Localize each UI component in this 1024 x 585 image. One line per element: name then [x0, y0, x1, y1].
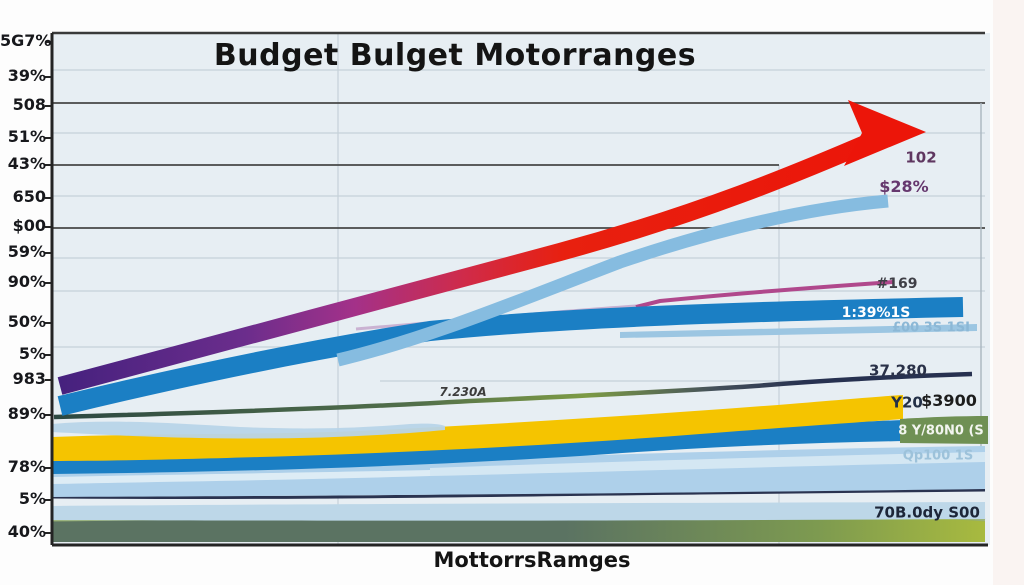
data-label: 102: [905, 148, 937, 167]
x-axis-label: MottorrsRamges: [433, 548, 631, 572]
y-tick-label: 78%: [7, 457, 46, 476]
y-tick-label: 59%: [7, 242, 46, 261]
teal-olive-navy-line: [53, 371, 973, 420]
data-label: 1:39%1S: [841, 305, 911, 321]
right-margin: [993, 0, 1024, 585]
y-tick-label: 5%: [18, 489, 46, 508]
y-axis-ticks: [45, 41, 53, 534]
y-tick-label: 90%: [7, 272, 46, 291]
y-tick-label: 40%: [7, 522, 46, 541]
data-label: 70B.0dy S00: [874, 503, 980, 522]
y-tick-label: 50%: [7, 312, 46, 331]
data-label: $3900: [921, 391, 977, 410]
red-arrowhead: [844, 100, 926, 166]
data-label: Qp100 1S: [902, 448, 974, 464]
y-tick-label: 51%: [7, 127, 46, 146]
y-tick-label: 983: [12, 369, 46, 388]
green-band: [900, 416, 988, 444]
y-tick-label: 5%: [18, 344, 46, 363]
major-gridlines: [52, 102, 985, 229]
sky-blue-band: [336, 194, 889, 367]
data-label: 37,280: [869, 361, 927, 380]
data-label: 8 Y/80N0 (S: [898, 423, 984, 439]
pale-blue-band: [52, 502, 985, 521]
yellow-band: [52, 395, 903, 461]
y-tick-label: 650: [12, 187, 46, 206]
navy-thin-line: [51, 488, 986, 500]
y-tick-label: 43%: [7, 154, 46, 173]
data-label: Y20: [891, 393, 923, 412]
bottom-green-area: [52, 513, 985, 542]
data-label: £00 3S 1SI: [892, 320, 970, 336]
magenta-segment: [635, 280, 894, 309]
chart-title: Budget Bulget Motorranges: [213, 38, 697, 73]
light-blue-wave: [52, 421, 445, 439]
y-tick-label: $00: [12, 216, 46, 235]
data-label: #169: [876, 276, 918, 292]
thin-light-blue-band: [620, 324, 977, 338]
y-tick-label: 89%: [7, 404, 46, 423]
data-label: 7.230A: [439, 385, 487, 399]
light-blue-streak-1: [430, 452, 985, 476]
data-label: $28%: [879, 177, 929, 196]
y-tick-label: 508: [12, 95, 46, 114]
light-blue-streak-2: [52, 470, 430, 484]
y-tick-label: 5G7%: [0, 31, 52, 50]
y-tick-label: 39%: [7, 66, 46, 85]
red-trend-band: [57, 132, 876, 395]
